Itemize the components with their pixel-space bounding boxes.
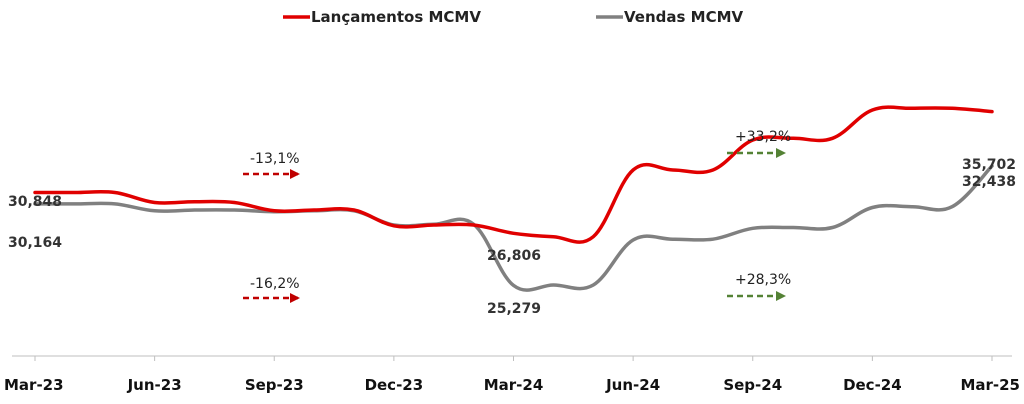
annotation-label-lancamentos-decline: -13,1% xyxy=(250,151,300,167)
annotations: -13,1% -16,2% +33,2% +28,3% xyxy=(243,129,791,303)
legend-label-vendas: Vendas MCMV xyxy=(624,8,744,26)
series-line-vendas xyxy=(33,164,994,292)
x-tick-label-mar-24: Mar-24 xyxy=(484,376,544,394)
data-label-lancamentos-mar25: 35,702 xyxy=(962,157,1016,173)
x-tick-label-mar-25: Mar-25 xyxy=(960,376,1020,394)
x-tick-label-jun-23: Jun-23 xyxy=(127,376,182,394)
annotation-label-vendas-decline: -16,2% xyxy=(250,276,300,292)
annotation-label-lancamentos-growth: +33,2% xyxy=(735,129,791,145)
annotation-label-vendas-growth: +28,3% xyxy=(735,272,791,288)
x-tick-label-dec-23: Dec-23 xyxy=(365,376,424,394)
x-tick-label-sep-24: Sep-24 xyxy=(723,376,782,394)
legend-label-lancamentos: Lançamentos MCMV xyxy=(311,8,481,26)
data-label-vendas-mar24: 25,279 xyxy=(487,301,541,317)
x-tick-label-jun-24: Jun-24 xyxy=(605,376,660,394)
data-label-lancamentos-mar24: 26,806 xyxy=(487,248,541,264)
legend: Lançamentos MCMV Vendas MCMV xyxy=(283,8,744,26)
data-label-lancamentos-mar23: 30,848 xyxy=(8,194,62,210)
x-tick-label-sep-23: Sep-23 xyxy=(245,376,304,394)
x-tick-label-mar-23: Mar-23 xyxy=(4,376,64,394)
x-axis: Mar-23 Jun-23 Sep-23 Dec-23 Mar-24 Jun-24 Sep-… xyxy=(4,355,1020,394)
series-layer xyxy=(33,105,994,292)
series-line-lancamentos xyxy=(33,105,994,244)
data-label-vendas-mar23: 30,164 xyxy=(8,235,62,251)
x-tick-label-dec-24: Dec-24 xyxy=(843,376,902,394)
data-label-vendas-mar25: 32,438 xyxy=(962,174,1016,190)
data-labels: 30,848 30,164 26,806 25,279 35,702 32,43… xyxy=(8,157,1016,317)
